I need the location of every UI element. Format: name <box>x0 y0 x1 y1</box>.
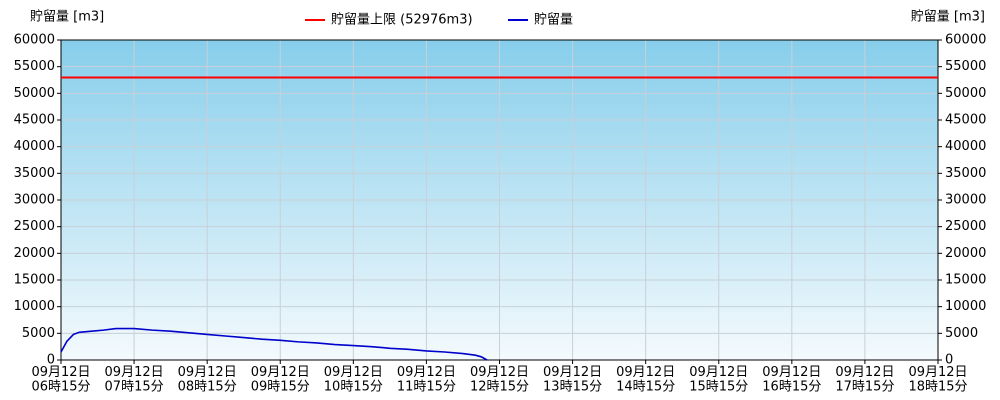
x-tick-label: 09月12日 12時15分 <box>470 365 529 394</box>
x-tick-label: 09月12日 17時15分 <box>835 365 894 394</box>
y-tick-label: 50000 <box>14 86 55 101</box>
y-tick-label: 40000 <box>14 139 55 154</box>
plot-frame <box>60 39 939 361</box>
x-tick-label: 09月12日 06時15分 <box>31 365 90 394</box>
y-tick-label: 20000 <box>14 246 55 261</box>
y2-tick-label: 40000 <box>945 139 986 154</box>
x-tick-label: 09月12日 10時15分 <box>324 365 383 394</box>
y-tick-label: 25000 <box>14 219 55 234</box>
y-tick-label: 45000 <box>14 113 55 128</box>
y2-tick-label: 25000 <box>945 219 986 234</box>
y2-tick-label: 15000 <box>945 273 986 288</box>
y-tick-label: 35000 <box>14 166 55 181</box>
y2-tick-label: 30000 <box>945 193 986 208</box>
y2-tick-label: 60000 <box>945 33 986 48</box>
legend-label: 貯留量上限 (52976m3) <box>331 13 473 28</box>
y2-tick-label: 10000 <box>945 299 986 314</box>
x-tick-label: 09月12日 11時15分 <box>397 365 456 394</box>
y2-tick-label: 0 <box>945 353 953 368</box>
y2-tick-label: 20000 <box>945 246 986 261</box>
y2-tick-label: 55000 <box>945 59 986 74</box>
x-tick-label: 09月12日 08時15分 <box>178 365 237 394</box>
x-tick-label: 09月12日 15時15分 <box>689 365 748 394</box>
y-axis-label: 貯留量 [m3] <box>30 10 104 25</box>
x-tick-label: 09月12日 16時15分 <box>762 365 821 394</box>
y-tick-label: 55000 <box>14 59 55 74</box>
x-tick-label: 09月12日 14時15分 <box>616 365 675 394</box>
y2-axis-label: 貯留量 [m3] <box>911 10 985 25</box>
legend-label: 貯留量 <box>534 13 573 28</box>
x-tick-label: 09月12日 13時15分 <box>543 365 602 394</box>
y2-tick-label: 50000 <box>945 86 986 101</box>
y2-tick-label: 45000 <box>945 113 986 128</box>
x-tick-label: 09月12日 07時15分 <box>105 365 164 394</box>
y-tick-label: 0 <box>47 353 55 368</box>
y-tick-label: 10000 <box>14 299 55 314</box>
y-tick-label: 15000 <box>14 273 55 288</box>
series-line <box>60 327 488 361</box>
y-tick-label: 5000 <box>22 326 55 341</box>
y2-tick-label: 5000 <box>945 326 978 341</box>
y-tick-label: 30000 <box>14 193 55 208</box>
x-tick-label: 09月12日 18時15分 <box>908 365 967 394</box>
x-tick-label: 09月12日 09時15分 <box>251 365 310 394</box>
y-tick-label: 60000 <box>14 33 55 48</box>
y2-tick-label: 35000 <box>945 166 986 181</box>
